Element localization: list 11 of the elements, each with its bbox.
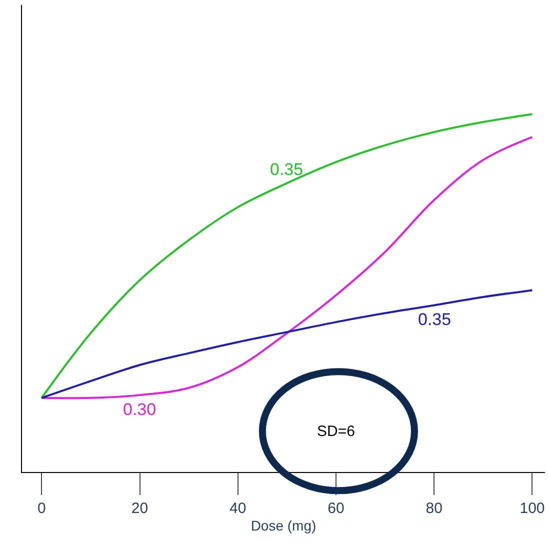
x-axis-title: Dose (mg)	[250, 517, 316, 534]
annotation: SD=6	[317, 423, 355, 440]
x-tick-label: 80	[426, 500, 442, 517]
x-tick-label: 0	[37, 500, 46, 517]
x-tick-label: 100	[520, 500, 545, 517]
x-tick-label: 40	[230, 500, 246, 517]
x-tick-label: 60	[328, 500, 344, 517]
series-label: 0.35	[270, 160, 304, 179]
series-label: 0.35	[418, 310, 452, 329]
x-tick-label: 20	[131, 500, 148, 517]
series-label: 0.30	[123, 400, 156, 419]
